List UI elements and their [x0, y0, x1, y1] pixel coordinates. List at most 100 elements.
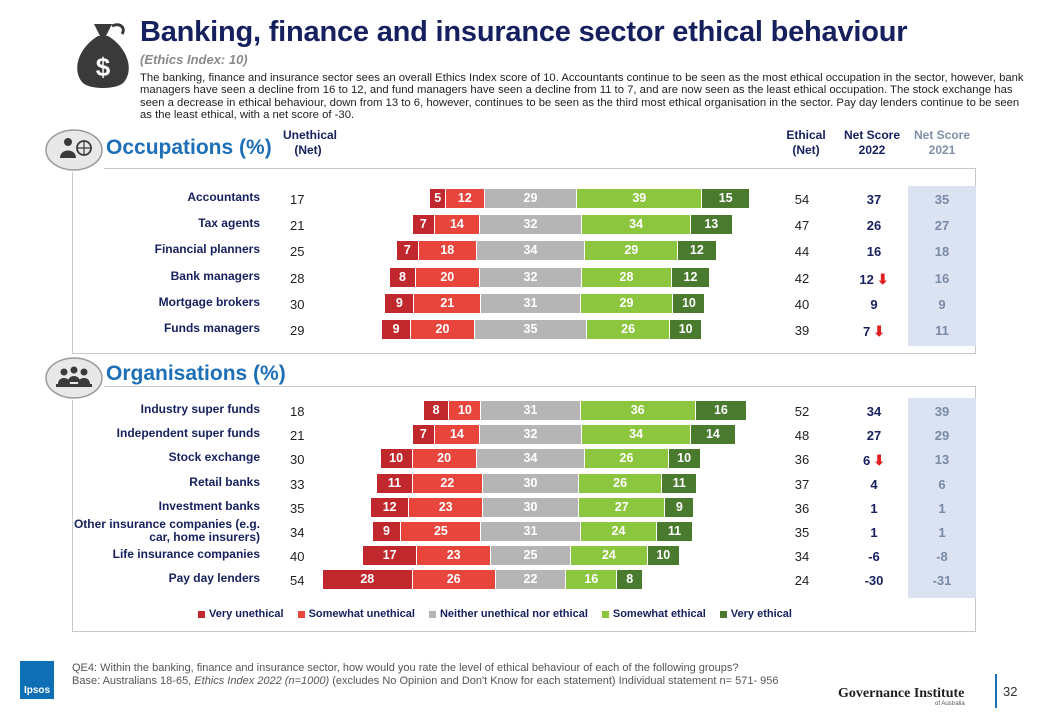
legend: Very unethical Somewhat unethical Neithe…: [198, 608, 792, 620]
organisation-unethical-net: 33: [290, 476, 305, 492]
seg-somewhat-unethical: 21: [414, 293, 481, 313]
organisation-label: Other insurance companies (e.g. car, hom…: [73, 517, 260, 544]
organisation-net-2021: 6: [938, 476, 946, 492]
seg-very-ethical: 12: [678, 241, 716, 261]
organisation-net-2022: 6 ⬇: [846, 452, 902, 469]
seg-neither: 31: [481, 293, 580, 313]
legend-item-somewhat-ethical: Somewhat ethical: [601, 608, 706, 620]
seg-very-unethical: 17: [363, 546, 417, 566]
governance-institute-logo: Governance Institute: [838, 686, 965, 701]
occupation-unethical-net: 30: [290, 296, 305, 312]
seg-neither: 34: [476, 241, 585, 261]
organisation-ethical-net: 35: [794, 525, 810, 540]
organisation-net-2022: 4: [846, 477, 902, 492]
seg-somewhat-ethical: 29: [585, 241, 678, 261]
seg-somewhat-ethical: 26: [587, 320, 670, 339]
organisations-icon-wrap: [44, 356, 104, 400]
occupation-unethical-net: 17: [290, 192, 305, 207]
seg-very-ethical: 10: [647, 546, 679, 566]
seg-somewhat-ethical: 24: [580, 522, 657, 541]
ipsos-logo: Ipsos: [20, 661, 54, 699]
seg-somewhat-unethical: 22: [412, 473, 482, 493]
occupation-net-2022-value: 37: [866, 192, 882, 207]
seg-somewhat-unethical: 14: [435, 425, 479, 445]
occupation-label: Tax agents: [198, 216, 260, 231]
organisation-net-2022: 34: [846, 404, 902, 419]
seg-very-unethical: 9: [385, 293, 414, 313]
seg-neither: 32: [479, 425, 582, 445]
header-net-score-2021: Net Score 2021: [913, 128, 971, 157]
seg-neither: 34: [476, 449, 585, 469]
organisation-label: Stock exchange: [168, 450, 260, 465]
organisation-label: Pay day lenders: [168, 571, 260, 586]
occupation-unethical-net: 25: [290, 244, 305, 260]
seg-somewhat-ethical: 28: [582, 267, 671, 287]
seg-very-unethical: 7: [396, 241, 418, 261]
seg-very-ethical: 11: [657, 522, 692, 541]
swatch-neither: [428, 610, 436, 618]
organisation-net-2022: -6: [846, 549, 902, 564]
seg-somewhat-ethical: 34: [582, 215, 690, 235]
organisation-net-2022-value: -6: [868, 549, 880, 565]
legend-item-neither: Neither unethical nor ethical: [428, 608, 588, 620]
seg-very-ethical: 10: [668, 449, 700, 469]
occupation-ethical-net: 47: [794, 218, 810, 234]
page-number: 32: [1003, 684, 1018, 699]
organisation-net-2021: 1: [938, 500, 946, 516]
occupation-net-2022: 7 ⬇: [846, 323, 902, 340]
organisation-ethical-net: 36: [794, 500, 810, 516]
seg-somewhat-unethical: 25: [401, 522, 481, 541]
organisation-ethical-net: 24: [794, 573, 810, 589]
organisation-label: Retail banks: [189, 474, 260, 489]
organisation-net-2022-value: 34: [866, 404, 882, 419]
seg-somewhat-ethical: 27: [579, 497, 665, 517]
seg-neither: 31: [481, 401, 580, 420]
occupation-ethical-net: 42: [794, 270, 810, 286]
seg-somewhat-unethical: 23: [417, 546, 490, 566]
organisation-net-2022: 1: [846, 501, 902, 516]
seg-neither: 25: [491, 546, 570, 566]
occupation-net-2021: 35: [934, 192, 950, 207]
occupation-net-2022: 26: [846, 218, 902, 233]
seg-somewhat-unethical: 20: [412, 449, 476, 469]
organisation-net-2022-value: 6: [863, 453, 871, 469]
seg-very-unethical: 8: [423, 401, 449, 420]
page-subtitle: (Ethics Index: 10): [140, 52, 248, 67]
organisation-unethical-net: 40: [290, 549, 305, 565]
seg-somewhat-ethical: 39: [577, 189, 702, 208]
seg-somewhat-unethical: 23: [409, 497, 482, 517]
legend-item-somewhat-unethical: Somewhat unethical: [297, 608, 415, 620]
organisation-net-2022-value: 4: [870, 476, 878, 492]
organisation-net-2021: -31: [932, 573, 952, 589]
occupation-net-2021: 16: [934, 270, 950, 286]
organisation-ethical-net: 36: [794, 452, 810, 468]
swatch-somewhat-unethical: [297, 610, 305, 618]
seg-very-ethical: 12: [671, 267, 710, 287]
occupation-unethical-net: 29: [290, 323, 305, 338]
occupation-net-2022: 16: [846, 244, 902, 259]
people-globe-icon: [45, 129, 103, 171]
seg-somewhat-unethical: 20: [415, 267, 479, 287]
seg-very-unethical: 9: [382, 320, 410, 339]
logo-divider: [995, 674, 997, 708]
seg-neither: 30: [483, 497, 578, 517]
header-net-score-2022: Net Score 2022: [843, 128, 901, 157]
seg-very-ethical: 16: [695, 401, 746, 420]
seg-somewhat-unethical: 12: [446, 189, 484, 208]
seg-somewhat-unethical: 18: [419, 241, 476, 261]
seg-somewhat-ethical: 29: [580, 293, 673, 313]
net-2021-box-occupations: [908, 186, 976, 346]
seg-somewhat-ethical: 26: [585, 449, 668, 469]
organisation-ethical-net: 37: [794, 476, 810, 492]
occupation-unethical-net: 21: [290, 218, 305, 234]
occupation-net-2022-value: 9: [870, 296, 878, 312]
occupation-label: Accountants: [187, 190, 260, 204]
seg-somewhat-ethical: 24: [571, 546, 647, 566]
organisation-unethical-net: 54: [290, 573, 305, 589]
meeting-icon: [45, 357, 103, 399]
occupation-net-2022: 12 ⬇: [846, 271, 902, 288]
seg-very-ethical: 9: [665, 497, 694, 517]
occupation-net-2022-value: 7: [863, 324, 871, 339]
header-ethical-net: Ethical (Net): [786, 128, 826, 157]
